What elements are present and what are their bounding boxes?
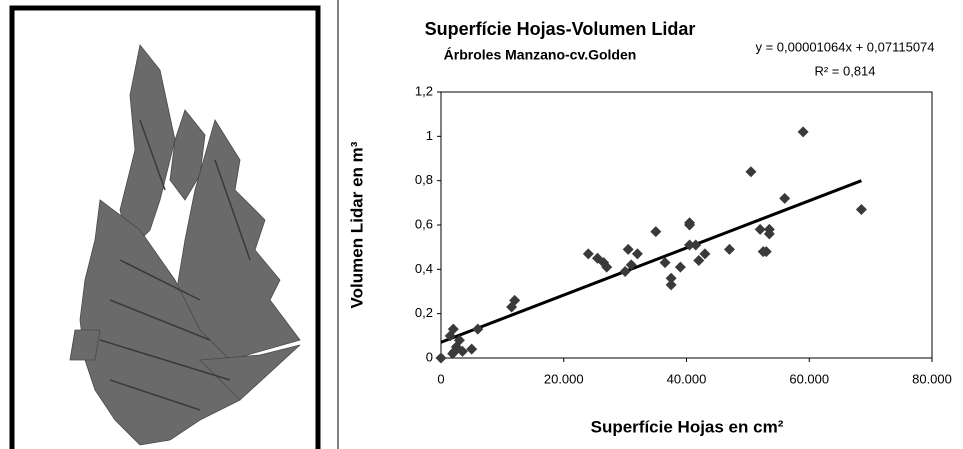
y-tick-label: 1,2: [415, 83, 433, 98]
point: [798, 126, 809, 137]
trend-line: [441, 181, 861, 343]
y-tick-label: 0,4: [415, 261, 433, 276]
point: [779, 193, 790, 204]
y-axis-label: Volumen Lidar en m³: [347, 141, 366, 308]
point: [650, 226, 661, 237]
point: [623, 244, 634, 255]
point: [583, 248, 594, 259]
point: [856, 204, 867, 215]
trend-equation: y = 0,00001064x + 0,07115074: [755, 39, 934, 54]
figure: Superfície Hojas-Volumen Lidar Árbroles …: [0, 0, 963, 449]
chart-title: Superfície Hojas-Volumen Lidar: [425, 19, 696, 39]
x-tick-label: 0: [437, 371, 444, 386]
x-tick-label: 20.000: [544, 371, 584, 386]
x-axis-label: Superfície Hojas en cm²: [591, 417, 784, 436]
y-tick-label: 0: [426, 349, 433, 364]
y-tick-label: 0,6: [415, 216, 433, 231]
point: [436, 353, 447, 364]
y-tick-label: 0,2: [415, 305, 433, 320]
point: [690, 239, 701, 250]
point: [745, 166, 756, 177]
trend-r2: R² = 0,814: [814, 63, 875, 78]
y-tick-label: 1: [426, 128, 433, 143]
x-tick-label: 80.000: [912, 371, 952, 386]
x-tick-label: 60.000: [789, 371, 829, 386]
point: [632, 248, 643, 259]
point: [466, 344, 477, 355]
point: [666, 279, 677, 290]
chart-subtitle: Árbroles Manzano-cv.Golden: [444, 47, 637, 63]
chart: Superfície Hojas-Volumen Lidar Árbroles …: [0, 0, 963, 449]
x-tick-label: 40.000: [667, 371, 707, 386]
point: [675, 262, 686, 273]
point: [724, 244, 735, 255]
y-tick-label: 0,8: [415, 172, 433, 187]
